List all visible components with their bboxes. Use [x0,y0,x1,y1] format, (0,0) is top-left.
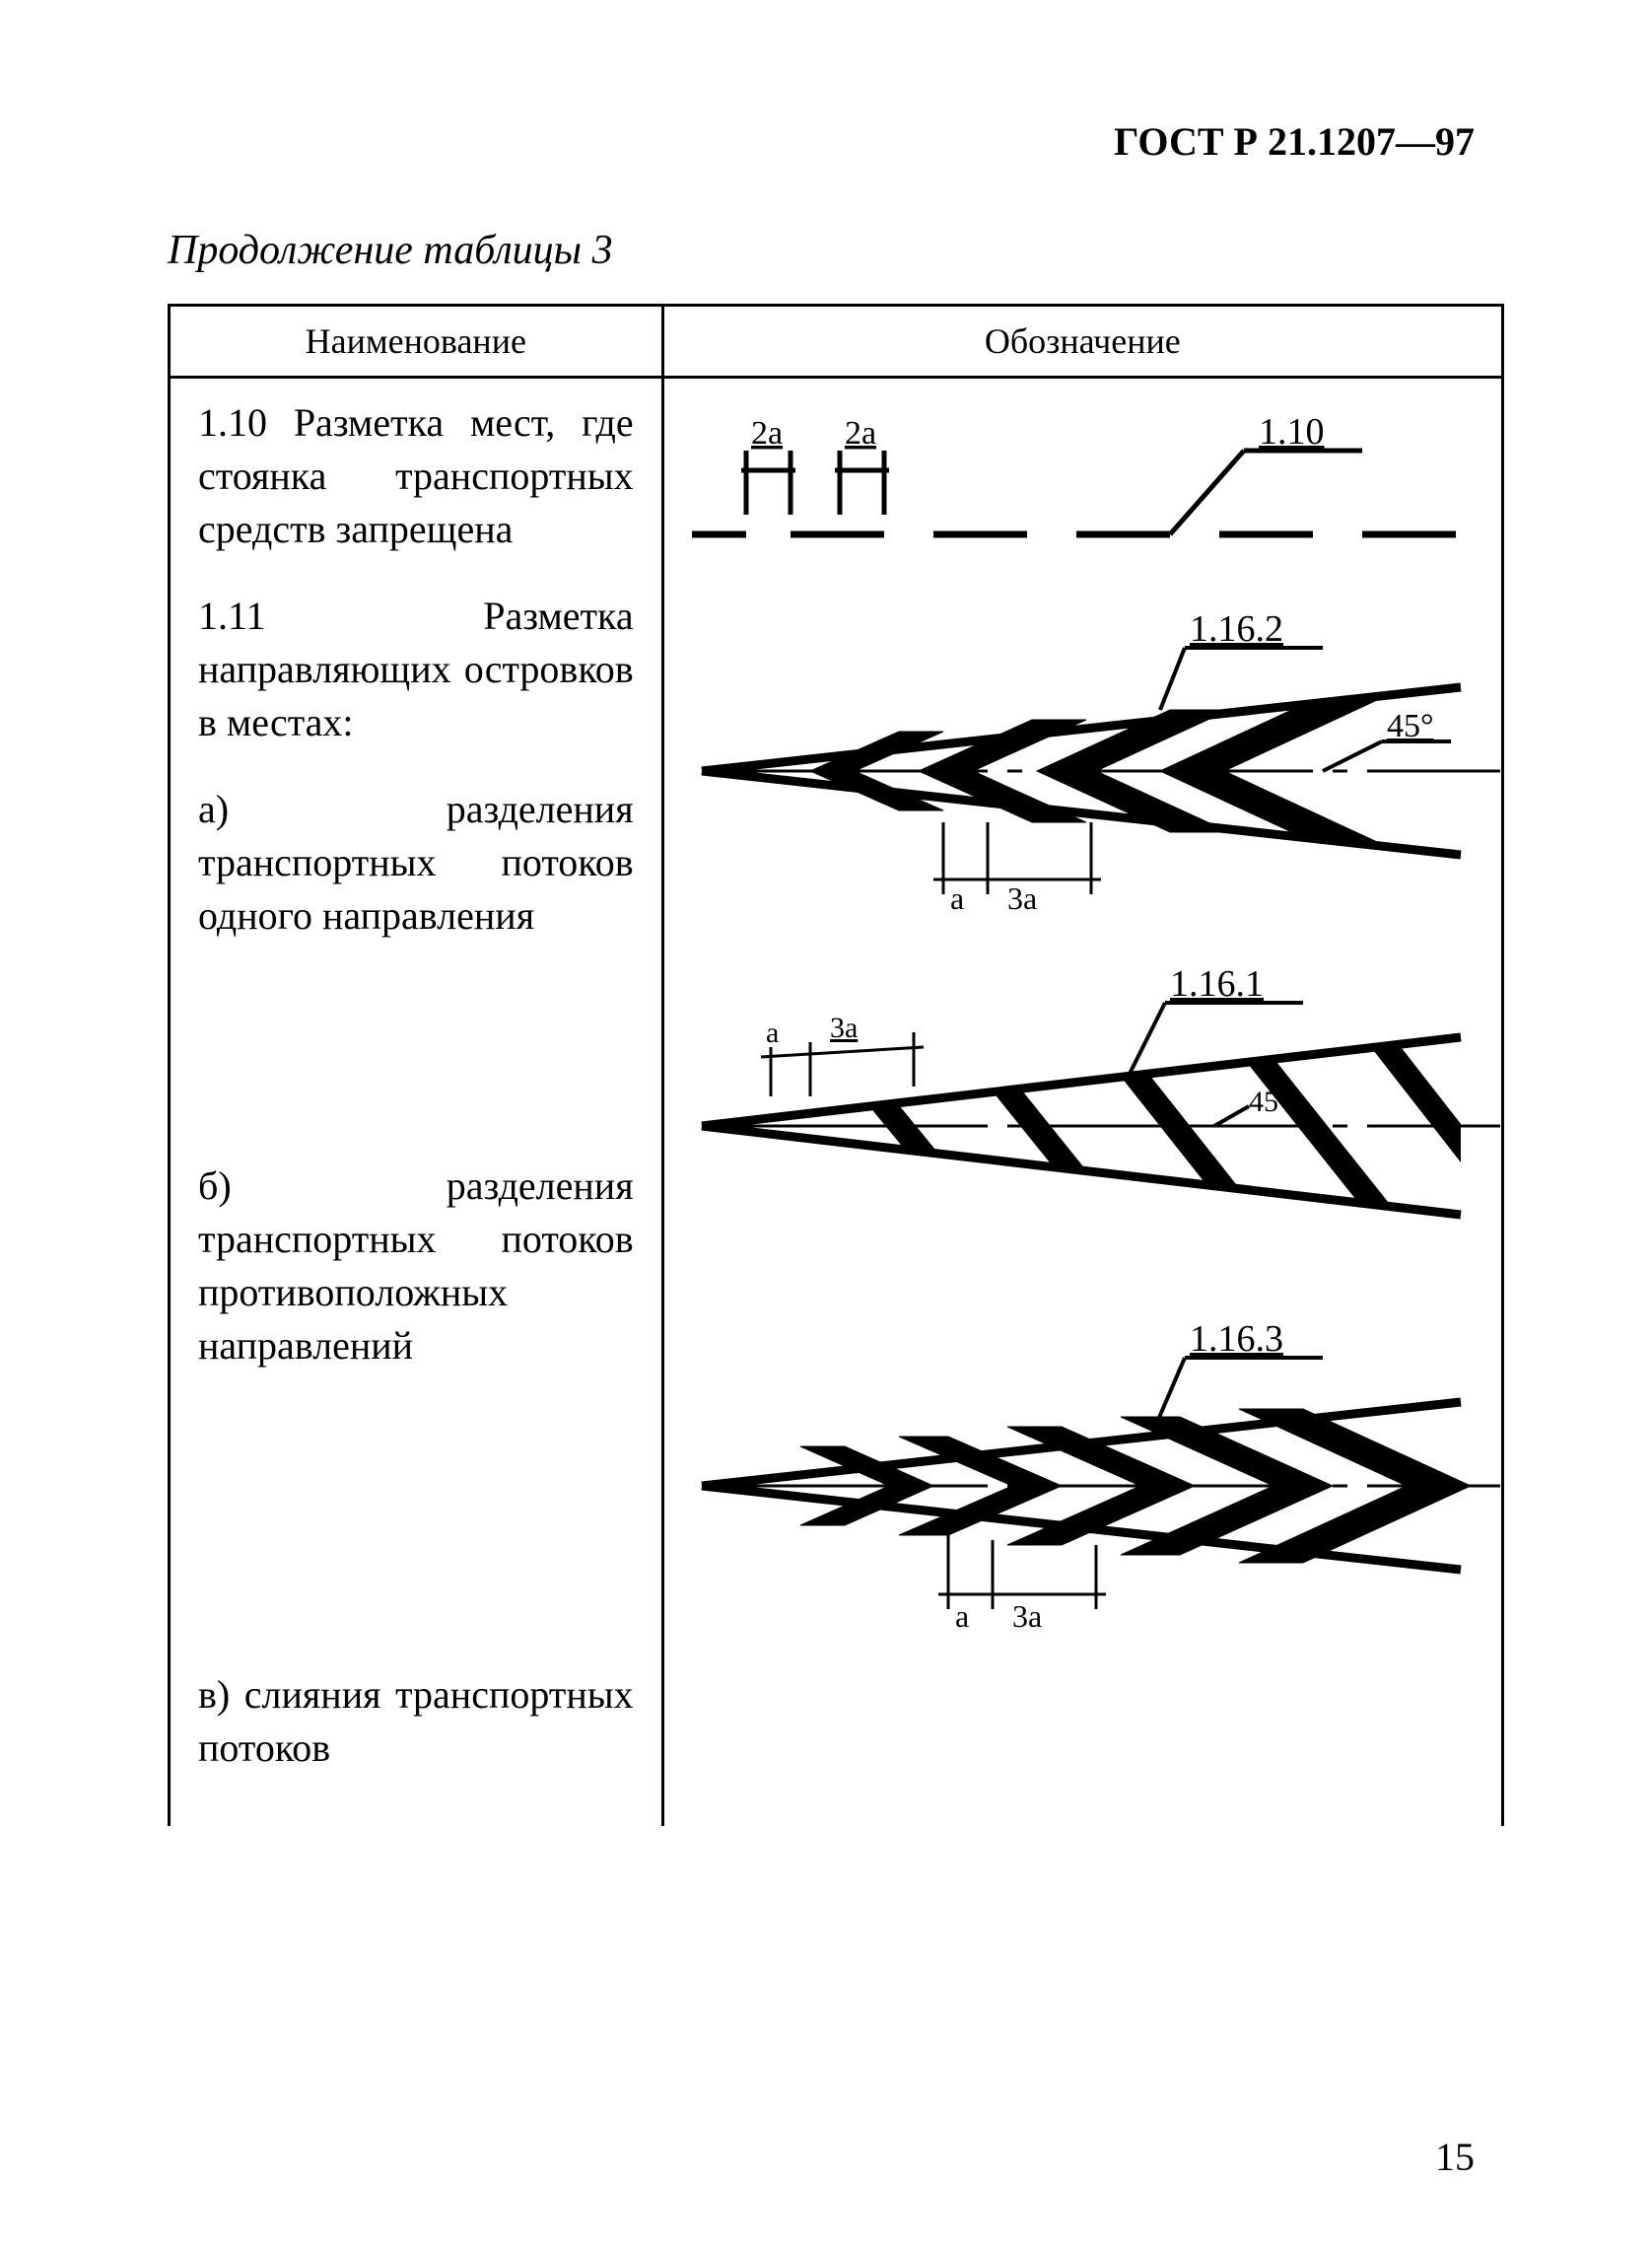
label-1-16-3: 1.16.3 [1190,1318,1283,1360]
row-111c-text: в) слияния транспортных потоков [198,1668,634,1775]
label-2a: 2a [751,415,783,452]
table-row: 1.10 Разметка мест, где стоянка транспор… [170,378,1503,1827]
cell-names: 1.10 Разметка мест, где стоянка транспор… [170,378,663,1827]
label-3a: 3a [1012,1598,1042,1634]
label-a: a [955,1598,969,1634]
cell-symbols: 2a 2a 1.10 [662,378,1502,1827]
label-a: a [766,1017,779,1049]
row-111b-text: б) разделения транспортных потоков проти… [198,1160,634,1372]
row-111a-text: а) разделения транспортных потоков одног… [198,783,634,943]
symbol-1-10: 2a 2a 1.10 [692,396,1500,594]
table-caption: Продолжение таблицы 3 [168,227,1504,274]
page-number: 15 [1435,2134,1475,2180]
label-1-16-1: 1.16.1 [1170,963,1264,1005]
label-3a: 3a [830,1012,858,1044]
page: ГОСТ Р 21.1207—97 Продолжение таблицы 3 … [0,0,1652,2249]
row-110-text: 1.10 Разметка мест, где стоянка транспор… [198,396,634,556]
label-1-16-2: 1.16.2 [1190,608,1283,650]
symbol-1-16-2: 1.16.2 45° a 3a [692,594,1500,949]
label-45deg: 45° [1249,1086,1290,1118]
row-111-text: 1.11 Разметка направляющих островков в м… [198,590,634,749]
th-symbol: Обозначение [662,306,1502,378]
symbol-1-16-1: 1.16.1 45° a 3a [692,949,1500,1303]
label-3a: 3a [1007,880,1037,916]
label-2a: 2a [845,415,876,452]
symbol-1-16-3: 1.16.3 a 3a [692,1303,1500,1668]
label-a: a [950,880,964,916]
th-name: Наименование [170,306,663,378]
main-table: Наименование Обозначение 1.10 Разметка м… [168,304,1504,1826]
label-1-10: 1.10 [1259,411,1325,453]
label-45deg: 45° [1387,708,1434,744]
standard-code: ГОСТ Р 21.1207—97 [1114,118,1475,165]
